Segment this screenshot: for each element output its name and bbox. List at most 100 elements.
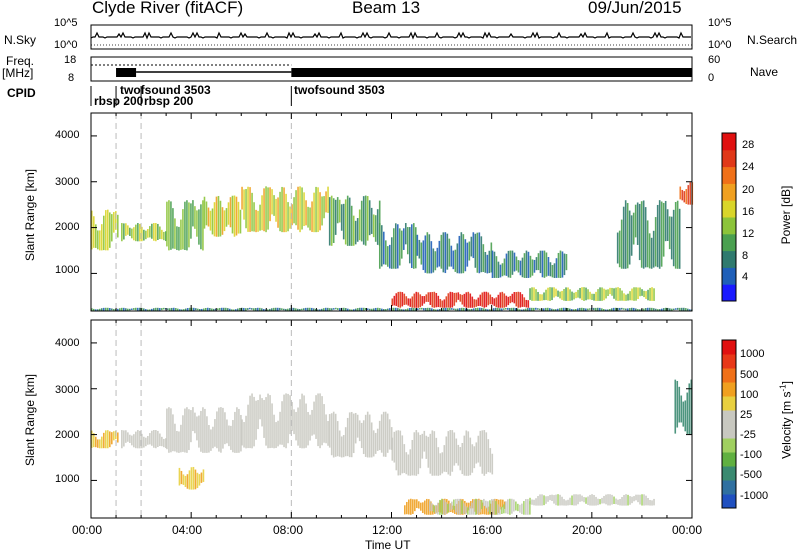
heatmap-cell-0-12 <box>531 287 533 301</box>
heatmap-cell-1-1 <box>151 430 153 446</box>
heatmap-cell-0-13 <box>571 309 573 311</box>
heatmap-cell-0-13 <box>671 308 673 311</box>
heatmap-cell-0-13 <box>323 308 325 311</box>
heatmap-cell-1-1 <box>161 436 163 447</box>
heatmap-cell-0-11 <box>477 297 480 307</box>
heatmap-cell-0-13 <box>605 309 607 311</box>
heatmap-cell-0-13 <box>531 307 533 311</box>
heatmap-cell-0-8 <box>509 250 512 278</box>
heatmap-cell-1-1 <box>129 434 131 443</box>
heatmap-cell-0-5 <box>372 214 375 238</box>
heatmap-cell-0-13 <box>411 307 413 311</box>
heatmap-cell-0-13 <box>225 307 227 311</box>
colorbar-swatch-0-1 <box>722 267 736 285</box>
heatmap-cell-0-13 <box>185 308 187 311</box>
heatmap-cell-1-4 <box>368 414 371 458</box>
heatmap-cell-1-7 <box>442 498 444 515</box>
heatmap-cell-0-2 <box>184 201 186 251</box>
heatmap-cell-0-13 <box>369 308 371 311</box>
heatmap-cell-1-9 <box>629 496 631 505</box>
heatmap-cell-0-11 <box>519 292 522 308</box>
heatmap-cell-0-13 <box>131 308 133 310</box>
heatmap-cell-0-12 <box>539 294 541 301</box>
heatmap-cell-0-13 <box>569 308 571 311</box>
heatmap-cell-0-13 <box>143 308 145 311</box>
heatmap-cell-0-11 <box>447 293 450 308</box>
colorbar-swatch-1-5 <box>722 424 736 439</box>
heatmap-cell-0-13 <box>355 308 357 311</box>
heatmap-cell-0-2 <box>174 218 176 249</box>
heatmap-cell-0-13 <box>123 307 125 311</box>
heatmap-cell-0-1 <box>141 226 143 242</box>
heatmap-cell-1-8 <box>503 504 505 514</box>
heatmap-cell-0-13 <box>177 308 179 311</box>
heatmap-cell-1-4 <box>342 435 345 458</box>
heatmap-cell-1-8 <box>529 501 531 515</box>
heatmap-cell-1-3 <box>263 399 265 438</box>
heatmap-cell-0-4 <box>321 196 323 226</box>
heatmap-cell-0-4 <box>323 196 325 219</box>
heatmap-cell-0-11 <box>509 295 512 304</box>
heatmap-cell-0-13 <box>203 308 205 311</box>
heatmap-cell-0-13 <box>461 307 463 311</box>
heatmap-cell-0-4 <box>309 207 311 231</box>
heatmap-cell-0-13 <box>381 308 383 311</box>
heatmap-cell-1-9 <box>619 499 621 506</box>
heatmap-cell-0-13 <box>319 309 321 311</box>
heatmap-cell-0-13 <box>267 309 269 311</box>
heatmap-cell-0-8 <box>491 250 494 278</box>
heatmap-cell-1-2 <box>190 410 192 443</box>
heatmap-cell-1-4 <box>354 412 357 444</box>
heatmap-cell-1-5 <box>473 446 476 469</box>
heatmap-cell-0-7 <box>476 232 479 273</box>
heatmap-cell-0-13 <box>423 308 425 311</box>
heatmap-cell-1-3 <box>245 415 247 449</box>
heatmap-cell-1-2 <box>202 407 204 453</box>
heatmap-cell-0-13 <box>487 309 489 311</box>
heatmap-cell-1-9 <box>627 494 629 506</box>
heatmap-cell-0-12 <box>645 291 647 299</box>
heatmap-cell-1-9 <box>613 496 615 504</box>
heatmap-cell-0-9 <box>678 208 681 269</box>
heatmap-cell-0-13 <box>233 309 235 311</box>
heatmap-cell-0-13 <box>459 308 461 311</box>
heatmap-cell-0-13 <box>663 308 665 311</box>
heatmap-cell-0-12 <box>597 289 599 301</box>
heatmap-cell-1-5 <box>415 430 418 476</box>
heatmap-cell-1-7 <box>472 499 474 509</box>
heatmap-cell-1-7 <box>498 499 500 513</box>
heatmap-cell-0-13 <box>633 307 635 311</box>
heatmap-cell-0-5 <box>366 196 369 241</box>
heatmap-cell-1-5 <box>393 431 396 463</box>
heatmap-cell-0-13 <box>421 307 423 310</box>
heatmap-cell-0-3 <box>219 200 222 237</box>
heatmap-cell-0-9 <box>638 203 641 261</box>
heatmap-cell-1-4 <box>364 414 367 457</box>
heatmap-cell-0-12 <box>583 287 585 301</box>
heatmap-cell-0-4 <box>307 206 309 228</box>
date-title: 09/Jun/2015 <box>588 0 682 17</box>
heatmap-cell-1-5 <box>483 430 486 476</box>
heatmap-cell-0-8 <box>517 260 520 273</box>
heatmap-cell-1-2 <box>178 431 180 453</box>
heatmap-cell-0-13 <box>435 309 437 311</box>
heatmap-cell-0-5 <box>376 209 379 245</box>
heatmap-cell-0-9 <box>664 200 667 242</box>
heatmap-cell-0-8 <box>525 250 528 278</box>
heatmap-cell-0-6 <box>400 230 403 259</box>
heatmap-cell-1-5 <box>397 430 400 476</box>
heatmap-cell-1-3 <box>257 399 259 430</box>
colorbar-swatch-0-8 <box>722 149 736 168</box>
heatmap-cell-0-13 <box>547 307 549 311</box>
heatmap-cell-0-11 <box>525 299 528 308</box>
heatmap-cell-1-3 <box>271 403 273 448</box>
heatmap-cell-0-12 <box>557 290 559 297</box>
heatmap-cell-1-5 <box>485 432 488 474</box>
heatmap-cell-0-7 <box>438 240 441 267</box>
heatmap-cell-1-9 <box>597 498 599 506</box>
heatmap-cell-1-3 <box>303 395 305 449</box>
heatmap-cell-0-13 <box>189 307 191 311</box>
heatmap-cell-0-2 <box>170 201 172 250</box>
heatmap-cell-0-1 <box>149 226 151 238</box>
heatmap-cell-0-13 <box>465 308 467 311</box>
